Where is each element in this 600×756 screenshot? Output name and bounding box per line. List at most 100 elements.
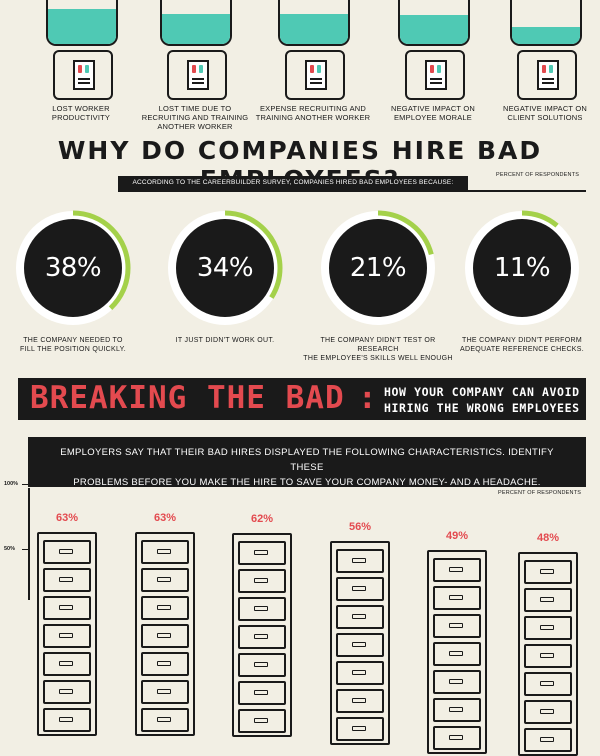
cabinet-drawer [524,643,572,668]
hot-tap-icon [78,65,82,73]
cabinet-drawer [433,726,481,751]
impact-label-line: TRAINING ANOTHER WORKER [255,113,371,122]
drawer-handle-icon [59,717,73,723]
cabinet-drawer [141,708,189,733]
y-tick-mark [22,549,30,550]
cabinet-drawer [336,633,384,658]
drawer-handle-icon [59,661,73,667]
tray-line [310,78,322,80]
drawer-handle-icon [540,736,554,742]
reason-label: THE COMPANY DIDN'T PERFORM ADEQUATE REFER… [447,336,597,354]
y-axis [28,488,30,600]
donut-value-label: 11% [493,253,551,283]
donut-value-arc [167,210,283,326]
cabinet-drawer [238,569,286,594]
drawer-handle-icon [254,634,268,640]
impact-label-line: NEGATIVE IMPACT ON [502,104,588,113]
drawer-handle-icon [540,624,554,630]
water-cooler-icon [510,0,582,100]
cabinet-drawer [238,653,286,678]
donut-value-label: 21% [349,253,407,283]
hot-tap-icon [192,65,196,73]
bar-value-label: 48% [536,531,560,544]
reason-label-line: FILL THE POSITION QUICKLY. [20,346,126,353]
reason-label-line: IT JUST DIDN'T WORK OUT. [175,337,275,344]
y-tick-label: 50% [4,546,16,552]
bar-value-label: 49% [445,530,469,543]
cabinet-drawer [336,661,384,686]
impact-label: EXPENSE RECRUITING AND TRAINING ANOTHER W… [253,104,373,122]
cabinet-drawer [336,577,384,602]
impact-label-line: CLIENT SOLUTIONS [507,113,583,122]
drawer-handle-icon [449,651,463,657]
cabinet-drawer [238,709,286,734]
impact-label-line: ANOTHER WORKER [157,122,233,131]
cabinet-drawer [336,689,384,714]
impact-label-line: RECRUITING AND TRAINING [141,113,249,122]
impact-label-line: LOST WORKER [52,104,110,113]
cooler-body [405,50,465,100]
tray-line [192,78,204,80]
drawer-handle-icon [352,670,366,676]
bar-value-label: 62% [250,513,274,526]
characteristics-intro: EMPLOYERS SAY THAT THEIR BAD HIRES DISPL… [28,437,586,488]
cabinet-drawer [524,671,572,696]
drawer-handle-icon [352,726,366,732]
banner-subtitle-line2: HIRING THE WRONG EMPLOYEES [384,401,580,415]
donut-svg [15,210,131,326]
cabinet-drawer [141,540,189,565]
water-jug [398,0,470,46]
water-level [400,15,468,44]
drawer-handle-icon [540,680,554,686]
bar-value-label: 63% [55,512,79,525]
tray-line [430,82,442,84]
water-level [280,14,348,44]
water-jug [160,0,232,46]
tray-line [78,82,90,84]
cabinet-drawer [43,652,91,677]
survey-note: ACCORDING TO THE CAREERBUILDER SURVEY, C… [118,176,468,190]
drawer-handle-icon [157,717,171,723]
water-level [162,14,230,44]
impact-label: NEGATIVE IMPACT ON CLIENT SOLUTIONS [485,104,600,122]
cabinet-drawer [433,642,481,667]
donut-svg [464,210,580,326]
reason-label: IT JUST DIDN'T WORK OUT. [150,336,300,345]
y-tick-label: 100% [4,481,19,487]
drawer-handle-icon [352,558,366,564]
drawer-handle-icon [449,735,463,741]
drawer-handle-icon [449,679,463,685]
reason-donut: 34% [164,207,286,329]
cabinet-drawer [238,625,286,650]
drawer-handle-icon [352,614,366,620]
water-level [48,9,116,44]
drawer-handle-icon [449,623,463,629]
filing-cabinet-icon [232,533,292,738]
hot-tap-icon [310,65,314,73]
drawer-handle-icon [254,690,268,696]
hot-tap-icon [430,65,434,73]
percent-respondents-label: PERCENT OF RESPONDENTS [496,172,580,178]
cabinet-drawer [336,717,384,742]
drawer-handle-icon [59,689,73,695]
filing-cabinet-icon [135,532,195,737]
cabinet-drawer [141,680,189,705]
cabinet-drawer [43,624,91,649]
cooler-panel [305,60,327,90]
reason-donut: 38% [12,207,134,329]
cold-tap-icon [549,65,553,73]
drawer-handle-icon [540,568,554,574]
drawer-handle-icon [540,708,554,714]
bar-value-label: 63% [153,512,177,525]
cabinet-drawer [524,727,572,752]
cabinet-drawer [141,652,189,677]
banner-subtitle-line1: HOW YOUR COMPANY CAN AVOID [384,385,580,399]
impact-label-line: LOST TIME DUE TO [158,104,232,113]
filing-cabinet-icon [427,550,487,755]
cooler-body [53,50,113,100]
reason-label-line: THE COMPANY DIDN'T TEST OR RESEARCH [320,337,436,353]
reason-label: THE COMPANY NEEDED TO FILL THE POSITION Q… [0,336,148,354]
water-jug [278,0,350,46]
cooler-panel [425,60,447,90]
cooler-body [285,50,345,100]
